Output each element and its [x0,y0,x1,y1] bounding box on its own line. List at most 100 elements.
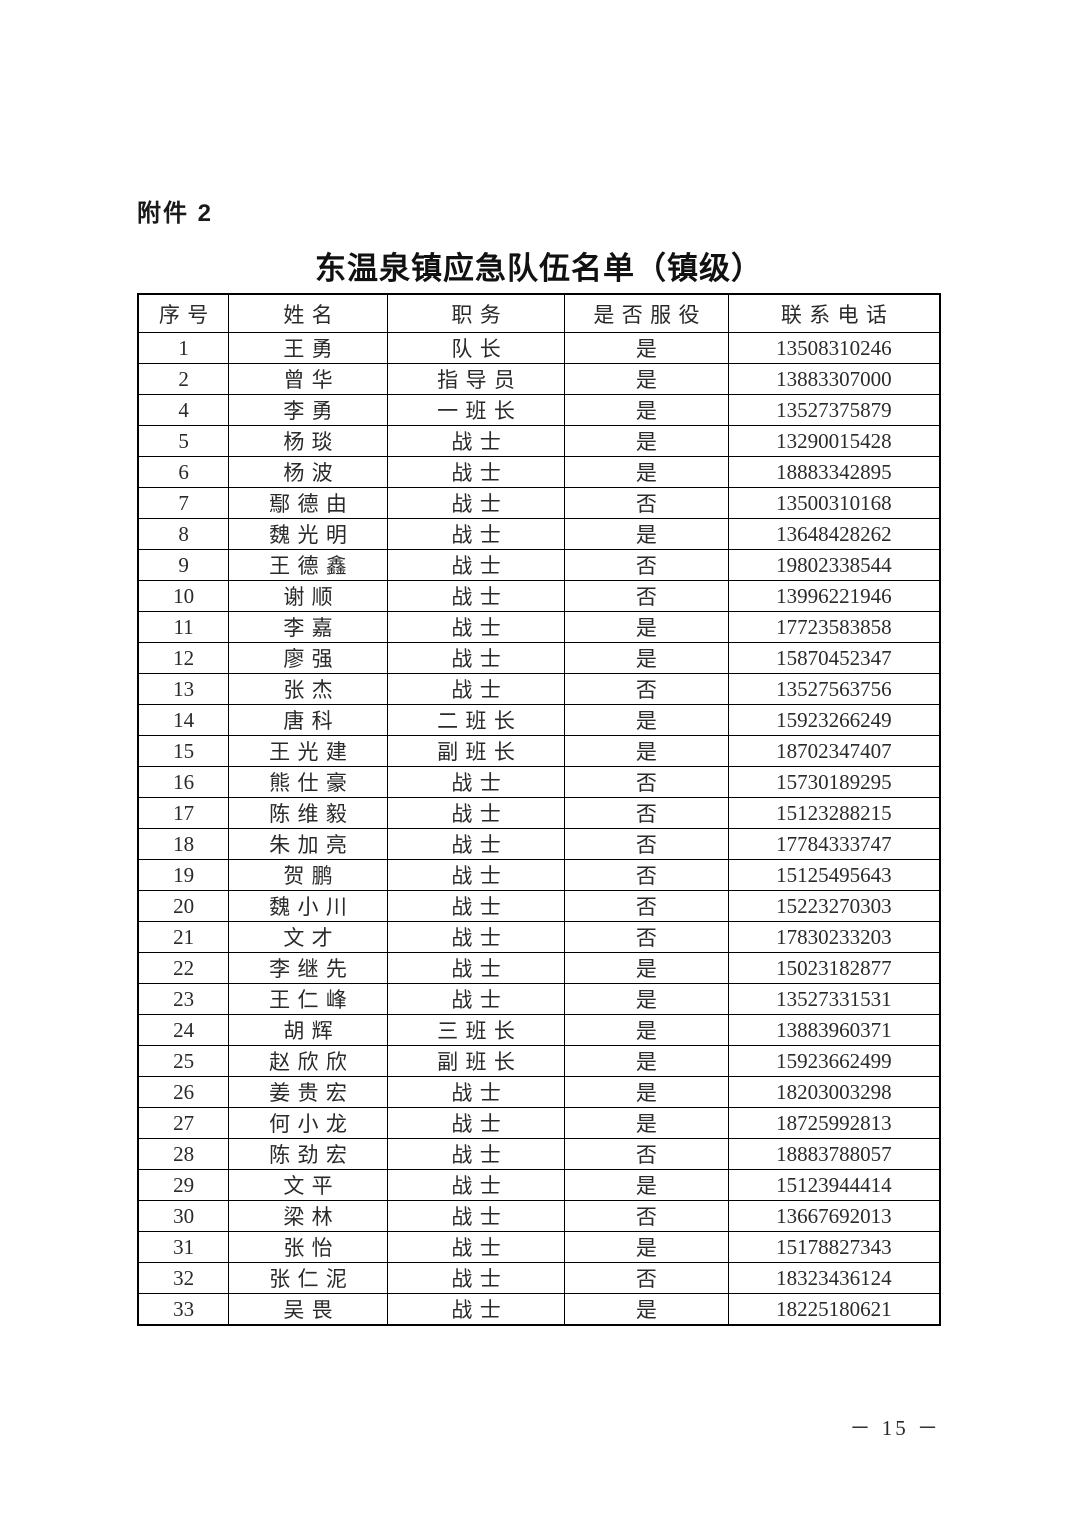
cell-position: 战士 [386,1138,566,1170]
cell-no: 29 [137,1169,230,1201]
cell-name: 杨波 [228,456,388,488]
cell-position: 战士 [386,1293,566,1326]
cell-serving: 否 [564,859,729,891]
column-header-no: 序号 [137,293,230,333]
cell-no: 27 [137,1107,230,1139]
table-row: 4 李勇 一班长 是 13527375879 [137,394,941,426]
cell-no: 14 [137,704,230,736]
cell-serving: 是 [564,1107,729,1139]
cell-serving: 是 [564,952,729,984]
roster-table: 序号 姓名 职务 是否服役 联系电话 1 王勇 队长 是 13508310246… [137,293,941,1326]
cell-no: 10 [137,580,230,612]
cell-no: 30 [137,1200,230,1232]
column-header-position: 职务 [386,293,566,333]
cell-serving: 否 [564,890,729,922]
roster-table-body: 1 王勇 队长 是 13508310246 2 曾华 指导员 是 1388330… [137,332,941,1326]
cell-serving: 否 [564,487,729,519]
cell-phone: 15123288215 [727,797,941,829]
cell-no: 16 [137,766,230,798]
cell-name: 张杰 [228,673,388,705]
table-row: 14 唐科 二班长 是 15923266249 [137,704,941,736]
cell-phone: 17723583858 [727,611,941,643]
cell-name: 王勇 [228,332,388,364]
cell-no: 7 [137,487,230,519]
table-row: 29 文平 战士 是 15123944414 [137,1169,941,1201]
cell-name: 贺鹏 [228,859,388,891]
cell-no: 15 [137,735,230,767]
cell-serving: 是 [564,456,729,488]
cell-serving: 否 [564,828,729,860]
cell-serving: 是 [564,518,729,550]
cell-serving: 否 [564,549,729,581]
cell-phone: 15870452347 [727,642,941,674]
cell-no: 6 [137,456,230,488]
cell-name: 王仁峰 [228,983,388,1015]
cell-serving: 是 [564,425,729,457]
table-row: 25 赵欣欣 副班长 是 15923662499 [137,1045,941,1077]
cell-name: 曾华 [228,363,388,395]
table-row: 19 贺鹏 战士 否 15125495643 [137,859,941,891]
cell-name: 胡辉 [228,1014,388,1046]
cell-name: 吴畏 [228,1293,388,1326]
cell-name: 鄢德由 [228,487,388,519]
cell-position: 战士 [386,766,566,798]
cell-no: 4 [137,394,230,426]
table-row: 33 吴畏 战士 是 18225180621 [137,1293,941,1326]
cell-phone: 18323436124 [727,1262,941,1294]
cell-phone: 15730189295 [727,766,941,798]
column-header-serving: 是否服役 [564,293,729,333]
cell-no: 24 [137,1014,230,1046]
cell-phone: 13527563756 [727,673,941,705]
cell-name: 姜贵宏 [228,1076,388,1108]
table-row: 22 李继先 战士 是 15023182877 [137,952,941,984]
cell-phone: 13500310168 [727,487,941,519]
cell-name: 谢顺 [228,580,388,612]
cell-phone: 18725992813 [727,1107,941,1139]
cell-position: 战士 [386,797,566,829]
table-row: 23 王仁峰 战士 是 13527331531 [137,983,941,1015]
table-row: 24 胡辉 三班长 是 13883960371 [137,1014,941,1046]
table-row: 18 朱加亮 战士 否 17784333747 [137,828,941,860]
cell-phone: 15023182877 [727,952,941,984]
table-row: 26 姜贵宏 战士 是 18203003298 [137,1076,941,1108]
cell-serving: 否 [564,766,729,798]
table-row: 27 何小龙 战士 是 18725992813 [137,1107,941,1139]
cell-name: 李继先 [228,952,388,984]
cell-position: 战士 [386,456,566,488]
cell-name: 李嘉 [228,611,388,643]
cell-serving: 是 [564,1169,729,1201]
cell-phone: 13527331531 [727,983,941,1015]
cell-name: 文才 [228,921,388,953]
cell-phone: 13290015428 [727,425,941,457]
cell-serving: 否 [564,1138,729,1170]
cell-no: 8 [137,518,230,550]
cell-serving: 是 [564,735,729,767]
cell-serving: 是 [564,1231,729,1263]
cell-phone: 19802338544 [727,549,941,581]
cell-no: 17 [137,797,230,829]
cell-serving: 否 [564,673,729,705]
cell-phone: 17830233203 [727,921,941,953]
cell-position: 战士 [386,1231,566,1263]
cell-no: 11 [137,611,230,643]
cell-serving: 否 [564,1200,729,1232]
table-row: 30 梁林 战士 否 13667692013 [137,1200,941,1232]
cell-no: 21 [137,921,230,953]
cell-name: 何小龙 [228,1107,388,1139]
cell-phone: 13667692013 [727,1200,941,1232]
cell-position: 指导员 [386,363,566,395]
cell-position: 战士 [386,1262,566,1294]
cell-phone: 15923662499 [727,1045,941,1077]
cell-serving: 是 [564,1045,729,1077]
cell-serving: 是 [564,394,729,426]
cell-no: 22 [137,952,230,984]
table-row: 11 李嘉 战士 是 17723583858 [137,611,941,643]
table-row: 13 张杰 战士 否 13527563756 [137,673,941,705]
header-row: 序号 姓名 职务 是否服役 联系电话 [137,293,941,333]
cell-phone: 18702347407 [727,735,941,767]
cell-name: 王德鑫 [228,549,388,581]
cell-position: 战士 [386,518,566,550]
cell-phone: 15125495643 [727,859,941,891]
table-row: 28 陈劲宏 战士 否 18883788057 [137,1138,941,1170]
